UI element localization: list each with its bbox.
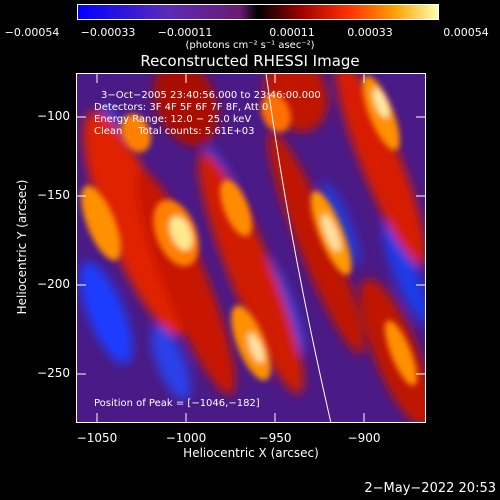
rhessi-image <box>76 73 426 423</box>
colorbar-tick: −0.00033 <box>80 26 136 39</box>
x-axis-title: Heliocentric X (arcsec) <box>183 446 319 460</box>
y-tick-label: −200 <box>37 277 70 291</box>
x-tick-label: −950 <box>258 431 292 445</box>
y-axis-title: Heliocentric Y (arcsec) <box>15 179 29 315</box>
clean-counts-label: Clean Total counts: 5.61E+03 <box>94 126 255 137</box>
y-tick-label: −250 <box>37 366 70 380</box>
colorbar-tick: 0.00033 <box>347 26 393 39</box>
x-tick-label: −1000 <box>165 431 207 445</box>
colorbar-tick: 0.00054 <box>443 26 489 39</box>
y-tick-label: −150 <box>37 188 70 202</box>
image-title: Reconstructed RHESSI Image <box>140 52 360 70</box>
colorbar-tick: −0.00054 <box>4 26 60 39</box>
solar-limb-line <box>265 73 332 423</box>
detectors-label: Detectors: 3F 4F 5F 6F 7F 8F, Att 0 <box>94 102 269 113</box>
colorbar-units: (photons cm⁻² s⁻¹ asec⁻²) <box>185 40 315 51</box>
time-range-label: 3−Oct−2005 23:40:56.000 to 23:46:00.000 <box>101 90 321 101</box>
colorbar-tick: 0.00011 <box>269 26 315 39</box>
colorbar-tick: −0.00011 <box>157 26 213 39</box>
energy-range-label: Energy Range: 12.0 − 25.0 keV <box>94 114 252 125</box>
peak-position-label: Position of Peak = [−1046,−182] <box>94 398 260 409</box>
timestamp-footer: 2−May−2022 20:53 <box>364 481 496 496</box>
y-tick-label: −100 <box>37 109 70 123</box>
x-tick-label: −1050 <box>76 431 118 445</box>
colorbar <box>77 4 439 20</box>
x-tick-label: −900 <box>347 431 381 445</box>
